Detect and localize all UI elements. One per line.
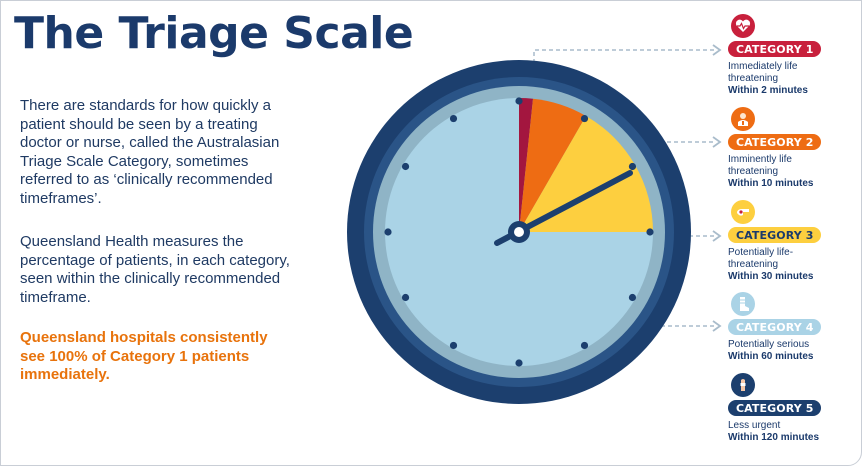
hour-mark: [515, 359, 523, 367]
segment-category-4: [519, 232, 653, 366]
category-2-timeframe: Within 10 minutes: [728, 178, 814, 189]
category-3-badge: CATEGORY 3: [728, 227, 822, 243]
segment-category-3: [519, 115, 653, 232]
bandaged-foot-icon: [731, 292, 755, 316]
hour-mark: [384, 228, 392, 236]
arrowhead-2: [712, 136, 722, 148]
hour-mark: [401, 293, 410, 302]
category-1-timeframe: Within 2 minutes: [728, 85, 808, 96]
connector-arrowheads: [712, 44, 722, 332]
heart-monitor-icon: [731, 14, 755, 38]
highlight-statement: Queensland hospitals consistently see 10…: [20, 329, 268, 383]
hour-mark: [628, 162, 637, 171]
category-2-description: Imminently life threatening: [728, 154, 792, 177]
category-5: CATEGORY 5 Less urgent Within 120 minute…: [728, 373, 838, 443]
page-title: The Triage Scale: [14, 8, 414, 59]
category-5-description: Less urgent: [728, 420, 781, 431]
arrowhead-4: [712, 320, 722, 332]
category-3-description: Potentially life-threatening: [728, 247, 794, 270]
category-3-timeframe: Within 30 minutes: [728, 271, 814, 282]
hour-mark: [449, 114, 458, 123]
category-2-badge: CATEGORY 2: [728, 134, 822, 150]
clock-category-segments: [385, 98, 653, 366]
segment-category-2: [519, 98, 586, 232]
hour-mark: [628, 293, 637, 302]
segment-category-1: [519, 98, 534, 232]
paramedic-icon: [731, 107, 755, 131]
clock-center-dot: [514, 227, 524, 237]
category-3: CATEGORY 3 Potentially life-threatening …: [728, 200, 838, 282]
intro-paragraph-1: There are standards for how quickly a pa…: [20, 97, 280, 207]
category-5-timeframe: Within 120 minutes: [728, 432, 820, 443]
category-2: CATEGORY 2 Imminently life threatening W…: [728, 107, 838, 189]
injured-hand-icon: [731, 200, 755, 224]
hour-mark: [580, 341, 589, 350]
clock-hour-marks: [384, 97, 654, 367]
category-1-description: Immediately life threatening: [728, 61, 798, 84]
category-5-badge: CATEGORY 5: [728, 400, 822, 416]
category-4-description: Potentially serious: [728, 339, 810, 350]
segment-category-5: [385, 98, 519, 366]
intro-paragraph-2: Queensland Health measures the percentag…: [20, 233, 290, 306]
arrowhead-3: [712, 230, 722, 242]
category-4-timeframe: Within 60 minutes: [728, 351, 814, 362]
hour-mark: [401, 162, 410, 171]
hour-mark: [515, 97, 523, 105]
hour-mark: [580, 114, 589, 123]
hour-mark: [646, 228, 654, 236]
category-1: CATEGORY 1 Immediately life threatening …: [728, 14, 838, 96]
category-1-badge: CATEGORY 1: [728, 41, 822, 57]
category-4-badge: CATEGORY 4: [728, 319, 822, 335]
category-4: CATEGORY 4 Potentially serious Within 60…: [728, 292, 838, 362]
hour-mark: [449, 341, 458, 350]
arrowhead-1: [712, 44, 722, 56]
finger-bandage-icon: [731, 373, 755, 397]
